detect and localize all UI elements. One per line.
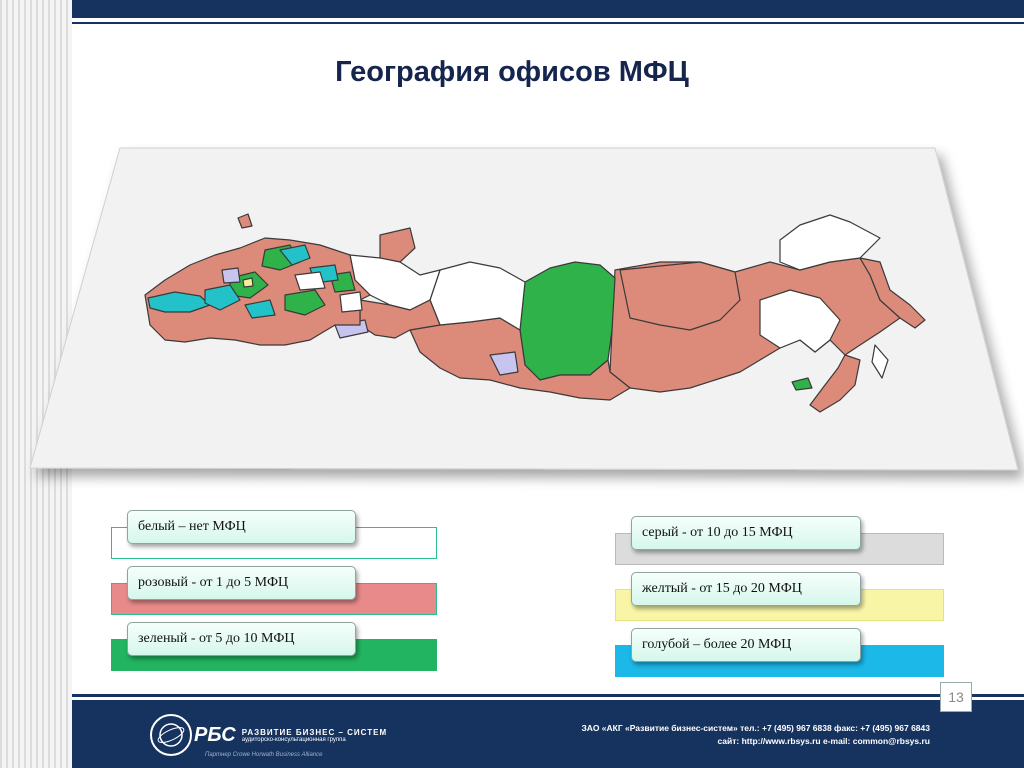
logo-short-name: РБС <box>194 723 236 746</box>
region-kamchatka <box>859 257 926 329</box>
region-yakutia <box>619 261 741 331</box>
region-lavender-siberia <box>489 351 519 376</box>
company-logo: РБС РАЗВИТИЕ БИЗНЕС – СИСТЕМ аудиторско-… <box>150 712 387 758</box>
region-teal-3 <box>279 244 311 266</box>
logo-subtitle: аудиторско-консультационная группа <box>241 736 346 743</box>
region-khabarovsk <box>759 289 841 353</box>
region-teal-5 <box>244 299 276 319</box>
region-white-eu-2 <box>339 291 363 313</box>
contact-line-phone: ЗАО «АКГ «Развитие бизнес-систем» тел.: … <box>581 723 930 733</box>
region-teal-2 <box>204 284 241 311</box>
legend-label-green: зеленый - от 5 до 10 МФЦ <box>127 622 356 656</box>
region-murmansk <box>237 213 253 229</box>
footer-top-line <box>72 694 1024 697</box>
region-lavender-west <box>221 267 241 284</box>
legend-label-blue: голубой – более 20 МФЦ <box>631 628 861 662</box>
globe-icon <box>150 714 192 756</box>
region-arkhangelsk <box>379 227 416 263</box>
region-chukotka <box>779 214 881 271</box>
region-white-eu-1 <box>294 271 326 291</box>
russia-map-figure <box>29 147 1019 471</box>
contact-line-web: сайт: http://www.rbsys.ru e-mail: common… <box>717 736 930 746</box>
contact-info: ЗАО «АКГ «Развитие бизнес-систем» тел.: … <box>520 722 930 748</box>
region-krasnoyarsk <box>519 261 616 381</box>
page-number: 13 <box>940 682 972 712</box>
slide-title: География офисов МФЦ <box>335 56 689 88</box>
region-green-3 <box>284 289 326 316</box>
region-yellow <box>242 277 254 288</box>
logo-partner-text: Партнер Crowe Horwath Business Alliance <box>205 752 323 758</box>
logo-company-name: РАЗВИТИЕ БИЗНЕС – СИСТЕМ <box>241 727 388 737</box>
legend-label-gray: серый - от 10 до 15 МФЦ <box>631 516 861 550</box>
region-small-green-east <box>791 377 813 391</box>
region-teal-1 <box>147 291 211 313</box>
region-sakhalin <box>809 354 861 413</box>
top-header-line <box>72 18 1024 22</box>
region-kurils <box>871 344 889 379</box>
legend-label-pink: розовый - от 1 до 5 МФЦ <box>127 566 356 600</box>
footer-bar <box>72 700 1024 768</box>
legend-label-white: белый – нет МФЦ <box>127 510 356 544</box>
legend-label-yellow: желтый - от 15 до 20 МФЦ <box>631 572 861 606</box>
